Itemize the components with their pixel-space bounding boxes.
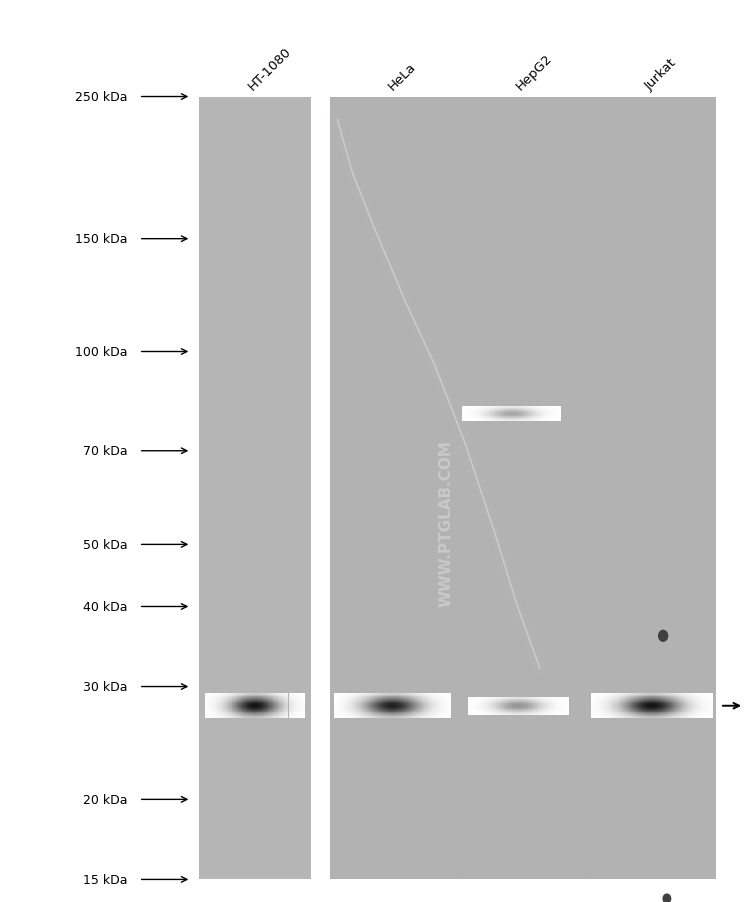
Bar bbox=[199, 97, 311, 879]
Circle shape bbox=[658, 630, 668, 641]
Text: HeLa: HeLa bbox=[386, 60, 418, 93]
Text: 100 kDa: 100 kDa bbox=[75, 345, 128, 359]
Circle shape bbox=[663, 894, 670, 902]
Text: HepG2: HepG2 bbox=[514, 51, 555, 93]
Text: 20 kDa: 20 kDa bbox=[83, 793, 128, 806]
Text: 50 kDa: 50 kDa bbox=[82, 538, 128, 551]
Text: 150 kDa: 150 kDa bbox=[75, 233, 128, 246]
Bar bbox=[330, 97, 716, 879]
Text: WWW.PTGLAB.COM: WWW.PTGLAB.COM bbox=[439, 440, 454, 606]
Text: 30 kDa: 30 kDa bbox=[83, 680, 128, 694]
Text: 250 kDa: 250 kDa bbox=[75, 91, 128, 104]
Text: Jurkat: Jurkat bbox=[643, 56, 680, 93]
Text: 70 kDa: 70 kDa bbox=[82, 445, 128, 457]
Text: 15 kDa: 15 kDa bbox=[83, 873, 128, 886]
Text: HT-1080: HT-1080 bbox=[246, 45, 294, 93]
Text: 40 kDa: 40 kDa bbox=[83, 601, 128, 613]
